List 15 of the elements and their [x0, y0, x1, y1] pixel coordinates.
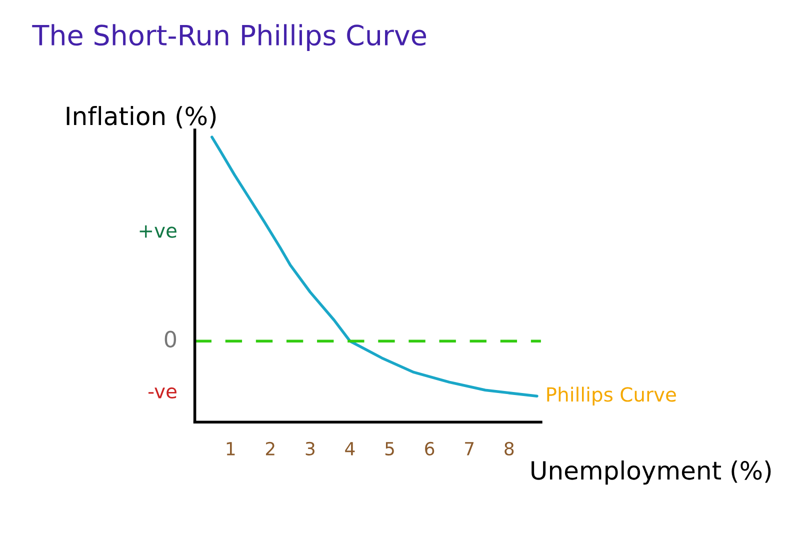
x-tick-label: 6: [425, 442, 434, 456]
x-tick-label: 7: [465, 442, 474, 456]
series-label: Phillips Curve: [547, 386, 676, 406]
x-tick-label: 8: [504, 442, 514, 456]
y-axis-title: Inflation (%): [66, 106, 216, 128]
x-tick-label: 3: [306, 442, 314, 456]
x-tick-label: 5: [385, 442, 394, 456]
x-axis-title: Unemployment (%): [532, 460, 771, 485]
x-tick-label: 1: [226, 442, 235, 456]
chart-title: The Short-Run Phillips Curve: [32, 24, 426, 52]
x-tick-label: 2: [266, 442, 274, 456]
x-tick-label: 4: [345, 442, 355, 456]
text: +ve: [140, 225, 176, 238]
text: -ve: [148, 387, 176, 399]
ref-line-label: 0: [164, 330, 176, 348]
